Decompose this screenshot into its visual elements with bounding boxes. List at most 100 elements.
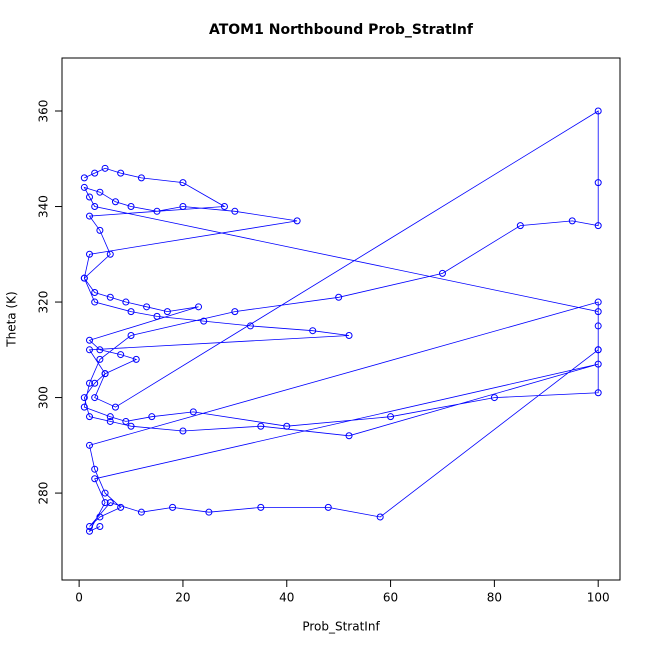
data-point	[86, 523, 94, 531]
data-point	[91, 169, 99, 177]
data-point	[101, 489, 109, 497]
data-point	[246, 322, 254, 330]
data-point	[179, 179, 187, 187]
data-point	[111, 403, 119, 411]
data-point	[516, 222, 524, 230]
data-point	[86, 193, 94, 201]
data-point	[137, 174, 145, 182]
chart-title: ATOM1 Northbound Prob_StratInf	[209, 22, 474, 38]
data-point	[200, 317, 208, 325]
data-point	[86, 250, 94, 258]
data-point	[179, 427, 187, 435]
data-point	[594, 222, 602, 230]
data-point	[293, 217, 301, 225]
data-point	[106, 499, 114, 507]
data-point	[91, 465, 99, 473]
data-point	[86, 336, 94, 344]
data-point	[96, 513, 104, 521]
data-point	[91, 394, 99, 402]
data-point	[594, 346, 602, 354]
data-point	[106, 250, 114, 258]
data-point	[127, 308, 135, 316]
data-point	[324, 503, 332, 511]
data-point	[91, 288, 99, 296]
data-point	[101, 164, 109, 172]
data-point	[101, 499, 109, 507]
data-point	[594, 389, 602, 397]
y-tick-label: 300	[37, 386, 51, 409]
data-point	[594, 360, 602, 368]
data-point	[153, 312, 161, 320]
data-point	[283, 422, 291, 430]
data-point	[335, 293, 343, 301]
data-point	[490, 394, 498, 402]
data-point	[205, 508, 213, 516]
x-tick-label: 0	[75, 591, 83, 605]
data-point	[101, 370, 109, 378]
data-point	[80, 174, 88, 182]
data-point	[117, 503, 125, 511]
data-point	[438, 269, 446, 277]
data-point	[96, 188, 104, 196]
data-point	[96, 346, 104, 354]
data-point	[309, 327, 317, 335]
data-point	[220, 203, 228, 211]
data-point	[127, 331, 135, 339]
data-point	[86, 212, 94, 220]
data-point	[91, 379, 99, 387]
y-tick-label: 340	[37, 195, 51, 218]
data-point	[169, 503, 177, 511]
data-point	[594, 322, 602, 330]
data-point	[86, 527, 94, 535]
x-tick-label: 40	[279, 591, 294, 605]
data-point	[594, 179, 602, 187]
data-point	[231, 308, 239, 316]
data-point	[91, 203, 99, 211]
data-point	[153, 207, 161, 215]
data-point	[80, 403, 88, 411]
data-point	[127, 203, 135, 211]
data-point	[80, 183, 88, 191]
data-point	[106, 417, 114, 425]
data-point	[117, 351, 125, 359]
data-point	[345, 432, 353, 440]
data-line	[83, 110, 599, 533]
plot-box	[61, 57, 621, 581]
data-point	[111, 198, 119, 206]
data-point	[96, 226, 104, 234]
x-tick-label: 20	[175, 591, 190, 605]
data-point	[376, 513, 384, 521]
data-point	[91, 475, 99, 483]
data-point	[91, 298, 99, 306]
data-point	[127, 422, 135, 430]
data-point	[137, 508, 145, 516]
y-axis-title: Theta (K)	[5, 291, 19, 347]
data-point	[122, 417, 130, 425]
data-point	[148, 413, 156, 421]
data-point	[594, 298, 602, 306]
y-tick-label: 360	[37, 100, 51, 123]
data-point	[106, 293, 114, 301]
data-point	[86, 413, 94, 421]
y-tick-label: 280	[37, 482, 51, 505]
data-point	[163, 308, 171, 316]
data-point	[257, 422, 265, 430]
data-point	[86, 346, 94, 354]
data-point	[96, 523, 104, 531]
data-point	[96, 355, 104, 363]
x-axis-title: Prob_StratInf	[302, 620, 380, 634]
data-point	[189, 408, 197, 416]
data-point	[568, 217, 576, 225]
data-point	[122, 298, 130, 306]
data-point	[117, 169, 125, 177]
data-point	[594, 308, 602, 316]
data-point	[106, 413, 114, 421]
x-tick-label: 100	[587, 591, 610, 605]
data-point	[86, 379, 94, 387]
x-tick-label: 80	[487, 591, 502, 605]
data-point	[179, 203, 187, 211]
data-point	[231, 207, 239, 215]
data-point	[345, 331, 353, 339]
